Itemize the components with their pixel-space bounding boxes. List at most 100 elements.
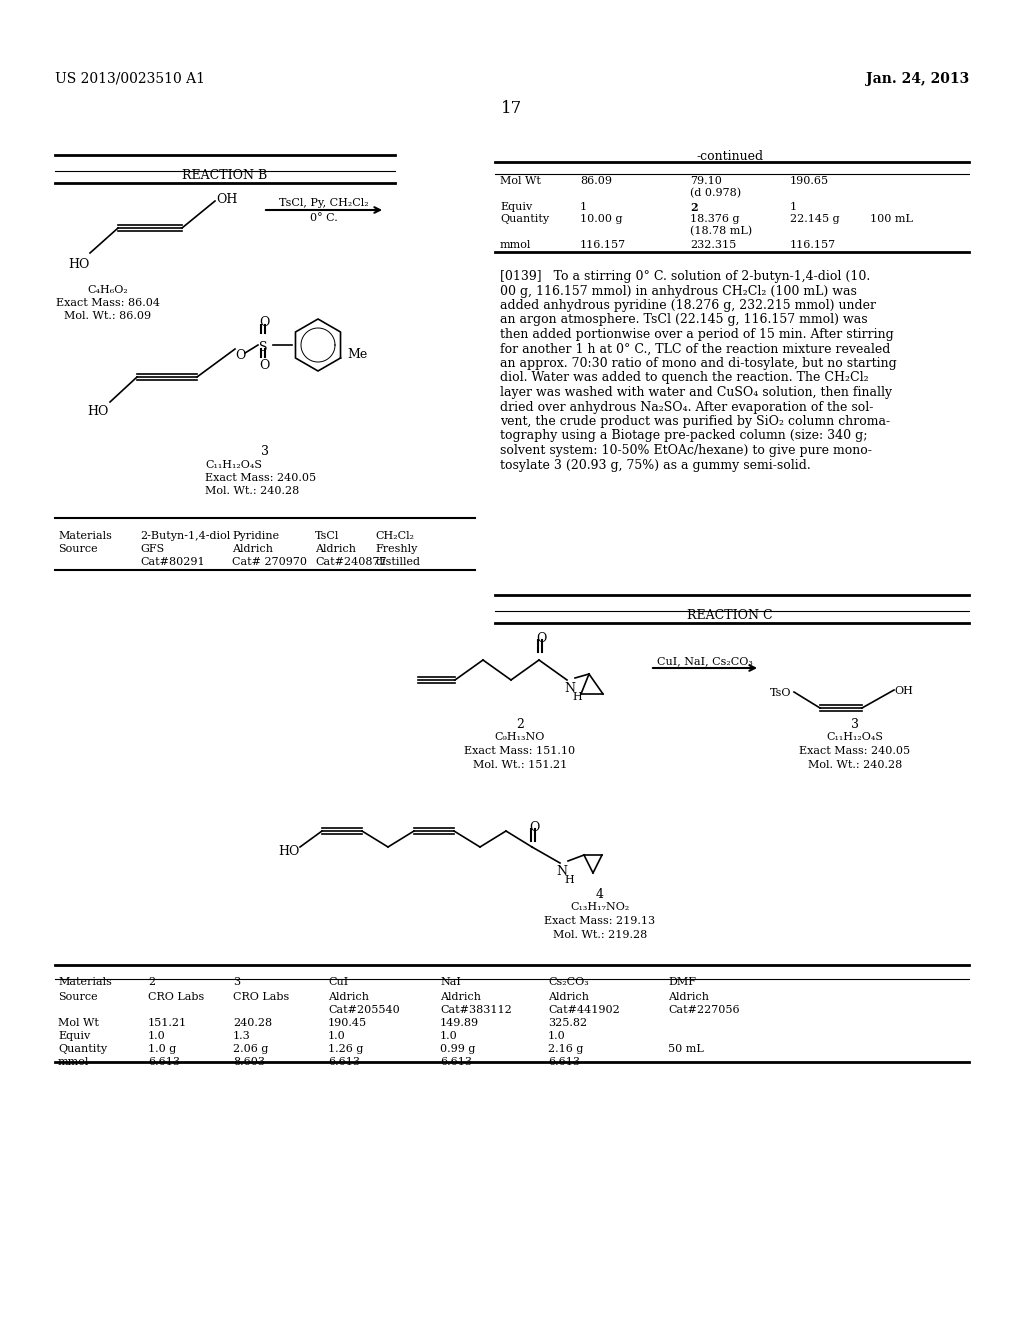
Text: 0° C.: 0° C.: [310, 213, 338, 223]
Text: CRO Labs: CRO Labs: [233, 993, 289, 1002]
Text: Aldrich: Aldrich: [315, 544, 356, 554]
Text: 1.0: 1.0: [148, 1031, 166, 1041]
Text: Cat#205540: Cat#205540: [328, 1005, 399, 1015]
Text: distilled: distilled: [375, 557, 420, 568]
Text: 3: 3: [233, 977, 240, 987]
Text: an approx. 70:30 ratio of mono and di-tosylate, but no starting: an approx. 70:30 ratio of mono and di-to…: [500, 356, 897, 370]
Text: NaI: NaI: [440, 977, 461, 987]
Text: Cat#441902: Cat#441902: [548, 1005, 620, 1015]
Text: -continued: -continued: [696, 150, 764, 162]
Text: 17: 17: [502, 100, 522, 117]
Text: 190.45: 190.45: [328, 1018, 368, 1028]
Text: C₉H₁₃NO: C₉H₁₃NO: [495, 733, 545, 742]
Text: Exact Mass: 86.04: Exact Mass: 86.04: [56, 298, 160, 308]
Text: [0139]   To a stirring 0° C. solution of 2-butyn-1,4-diol (10.: [0139] To a stirring 0° C. solution of 2…: [500, 271, 870, 282]
Text: 2: 2: [690, 202, 697, 213]
Text: Materials: Materials: [58, 977, 112, 987]
Text: 0.99 g: 0.99 g: [440, 1044, 475, 1053]
Text: C₁₃H₁₇NO₂: C₁₃H₁₇NO₂: [570, 902, 630, 912]
Text: HO: HO: [68, 257, 89, 271]
Text: 149.89: 149.89: [440, 1018, 479, 1028]
Text: 190.65: 190.65: [790, 176, 829, 186]
Text: 79.10: 79.10: [690, 176, 722, 186]
Text: C₁₁H₁₂O₄S: C₁₁H₁₂O₄S: [826, 733, 884, 742]
Text: O: O: [259, 315, 269, 329]
Text: 4: 4: [596, 888, 604, 902]
Text: 2.06 g: 2.06 g: [233, 1044, 268, 1053]
Text: 1.26 g: 1.26 g: [328, 1044, 364, 1053]
Text: REACTION C: REACTION C: [687, 609, 773, 622]
Text: layer was washed with water and CuSO₄ solution, then finally: layer was washed with water and CuSO₄ so…: [500, 385, 892, 399]
Text: C₁₁H₁₂O₄S: C₁₁H₁₂O₄S: [205, 459, 262, 470]
Text: S: S: [259, 341, 267, 354]
Text: CH₂Cl₂: CH₂Cl₂: [375, 531, 414, 541]
Text: 1: 1: [790, 202, 797, 213]
Text: Exact Mass: 240.05: Exact Mass: 240.05: [205, 473, 316, 483]
Text: 1.0: 1.0: [328, 1031, 346, 1041]
Text: H: H: [564, 875, 573, 884]
Text: 3: 3: [851, 718, 859, 731]
Text: Mol. Wt.: 240.28: Mol. Wt.: 240.28: [205, 486, 299, 496]
Text: 325.82: 325.82: [548, 1018, 587, 1028]
Text: Mol Wt: Mol Wt: [500, 176, 541, 186]
Text: mmol: mmol: [58, 1057, 89, 1067]
Text: Aldrich: Aldrich: [668, 993, 709, 1002]
Text: tography using a Biotage pre-packed column (size: 340 g;: tography using a Biotage pre-packed colu…: [500, 429, 867, 442]
Text: N: N: [564, 682, 575, 696]
Text: Aldrich: Aldrich: [232, 544, 273, 554]
Text: O: O: [234, 348, 246, 362]
Text: Equiv: Equiv: [58, 1031, 90, 1041]
Text: N: N: [556, 865, 567, 878]
Text: Mol Wt: Mol Wt: [58, 1018, 99, 1028]
Text: for another 1 h at 0° C., TLC of the reaction mixture revealed: for another 1 h at 0° C., TLC of the rea…: [500, 342, 891, 355]
Text: O: O: [259, 359, 269, 372]
Text: DMF: DMF: [668, 977, 696, 987]
Text: mmol: mmol: [500, 240, 531, 249]
Text: 10.00 g: 10.00 g: [580, 214, 623, 224]
Text: an argon atmosphere. TsCl (22.145 g, 116.157 mmol) was: an argon atmosphere. TsCl (22.145 g, 116…: [500, 314, 867, 326]
Text: dried over anhydrous Na₂SO₄. After evaporation of the sol-: dried over anhydrous Na₂SO₄. After evapo…: [500, 400, 873, 413]
Text: 3: 3: [261, 445, 269, 458]
Text: REACTION B: REACTION B: [182, 169, 267, 182]
Text: Me: Me: [347, 348, 368, 360]
Text: OH: OH: [216, 193, 238, 206]
Text: 22.145 g: 22.145 g: [790, 214, 840, 224]
Text: 2: 2: [148, 977, 155, 987]
Text: 2: 2: [516, 718, 524, 731]
Text: solvent system: 10-50% EtOAc/hexane) to give pure mono-: solvent system: 10-50% EtOAc/hexane) to …: [500, 444, 871, 457]
Text: 00 g, 116.157 mmol) in anhydrous CH₂Cl₂ (100 mL) was: 00 g, 116.157 mmol) in anhydrous CH₂Cl₂ …: [500, 285, 857, 297]
Text: Cs₂CO₃: Cs₂CO₃: [548, 977, 589, 987]
Text: 6.613: 6.613: [328, 1057, 360, 1067]
Text: Mol. Wt.: 151.21: Mol. Wt.: 151.21: [473, 760, 567, 770]
Text: Jan. 24, 2013: Jan. 24, 2013: [865, 73, 969, 86]
Text: (18.78 mL): (18.78 mL): [690, 226, 752, 236]
Text: tosylate 3 (20.93 g, 75%) as a gummy semi-solid.: tosylate 3 (20.93 g, 75%) as a gummy sem…: [500, 458, 811, 471]
Text: Cat# 270970: Cat# 270970: [232, 557, 307, 568]
Text: HO: HO: [278, 845, 299, 858]
Text: HO: HO: [87, 405, 109, 418]
Text: GFS: GFS: [140, 544, 164, 554]
Text: Exact Mass: 219.13: Exact Mass: 219.13: [545, 916, 655, 927]
Text: Cat#80291: Cat#80291: [140, 557, 205, 568]
Text: then added portionwise over a period of 15 min. After stirring: then added portionwise over a period of …: [500, 327, 894, 341]
Text: 1: 1: [580, 202, 587, 213]
Text: (d 0.978): (d 0.978): [690, 187, 741, 198]
Text: Quantity: Quantity: [58, 1044, 108, 1053]
Text: US 2013/0023510 A1: US 2013/0023510 A1: [55, 73, 205, 86]
Text: Cat#383112: Cat#383112: [440, 1005, 512, 1015]
Text: 1.0: 1.0: [548, 1031, 565, 1041]
Text: Pyridine: Pyridine: [232, 531, 280, 541]
Text: Mol. Wt.: 86.09: Mol. Wt.: 86.09: [65, 312, 152, 321]
Text: C₄H₆O₂: C₄H₆O₂: [88, 285, 128, 294]
Text: CuI, NaI, Cs₂CO₃: CuI, NaI, Cs₂CO₃: [657, 656, 753, 667]
Text: Aldrich: Aldrich: [440, 993, 481, 1002]
Text: 1.0 g: 1.0 g: [148, 1044, 176, 1053]
Text: Exact Mass: 240.05: Exact Mass: 240.05: [800, 746, 910, 756]
Text: CuI: CuI: [328, 977, 348, 987]
Text: 100 mL: 100 mL: [870, 214, 912, 224]
Text: 116.157: 116.157: [790, 240, 837, 249]
Text: 1.3: 1.3: [233, 1031, 251, 1041]
Text: TsO: TsO: [770, 688, 792, 698]
Text: Mol. Wt.: 219.28: Mol. Wt.: 219.28: [553, 931, 647, 940]
Text: CRO Labs: CRO Labs: [148, 993, 204, 1002]
